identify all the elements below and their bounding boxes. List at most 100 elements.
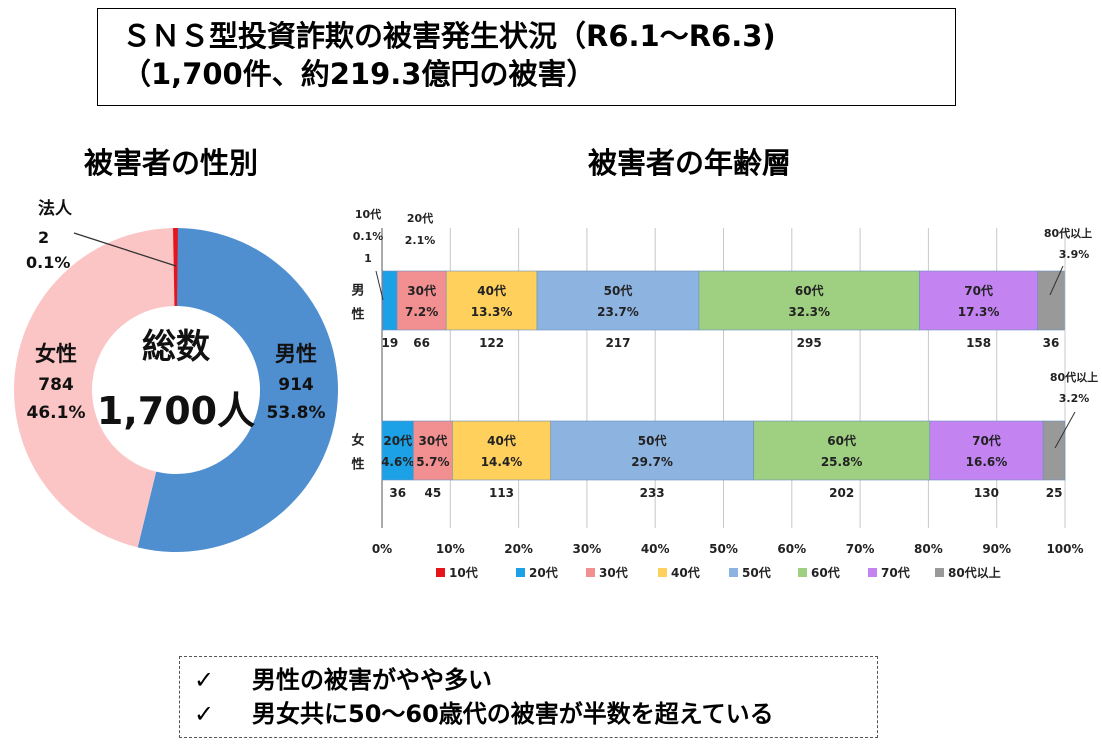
bar-segment: [413, 420, 453, 481]
summary-line-2: ✓ 男女共に50～60歳代の被害が半数を超えている: [194, 697, 877, 731]
segment-percent-label: 7.2%: [405, 305, 438, 319]
check-icon: ✓: [194, 700, 215, 728]
bar-segment: [1037, 270, 1065, 331]
female-name-label: 女性: [35, 342, 77, 366]
callout-20s-name: 20代: [407, 211, 433, 225]
check-icon: ✓: [194, 666, 215, 694]
x-tick-label: 20%: [504, 542, 533, 556]
corporate-percent-label: 0.1%: [26, 253, 70, 272]
segment-percent-label: 16.6%: [966, 455, 1008, 469]
legend-label: 60代: [811, 565, 840, 580]
segment-count-label: 66: [413, 336, 430, 350]
bar-segment: [919, 270, 1038, 331]
legend-swatch: [868, 568, 877, 577]
segment-percent-label: 14.4%: [481, 455, 523, 469]
segment-percent-label: 32.3%: [788, 305, 830, 319]
male-percent-label: 53.8%: [267, 403, 326, 423]
segment-name-label: 60代: [827, 433, 856, 448]
corporate-slice: [173, 227, 178, 307]
segment-count-label: 36: [1043, 336, 1060, 350]
callout-80s-female-name: 80代以上: [1050, 370, 1098, 384]
segment-percent-label: 25.8%: [821, 455, 863, 469]
donut-center-label: 総数: [142, 327, 210, 367]
bar-segment: [698, 270, 920, 331]
legend-label: 80代以上: [948, 565, 1001, 580]
corporate-callout-line: [73, 232, 177, 267]
legend-swatch: [586, 568, 595, 577]
legend-label: 20代: [529, 565, 558, 580]
female-category-label: 性: [351, 457, 364, 473]
callout-80s-female-line: [1054, 411, 1076, 449]
summary-text-1: 男性の被害がやや多い: [252, 666, 492, 694]
segment-count-label: 202: [829, 486, 854, 500]
segment-name-label: 70代: [972, 433, 1001, 448]
segment-name-label: 50代: [638, 433, 667, 448]
summary-line-1: ✓ 男性の被害がやや多い: [194, 663, 877, 697]
legend-label: 50代: [742, 565, 771, 580]
callout-10s-count: 1: [364, 252, 372, 265]
segment-percent-label: 17.3%: [958, 305, 1000, 319]
legend-swatch: [516, 568, 525, 577]
summary-text-2: 男女共に50～60歳代の被害が半数を超えている: [252, 700, 774, 728]
segment-name-label: 40代: [487, 433, 516, 448]
corporate-count-label: 2: [38, 228, 49, 247]
legend-swatch: [658, 568, 667, 577]
legend-swatch: [798, 568, 807, 577]
callout-80s-female-percent: 3.2%: [1059, 392, 1090, 405]
segment-count-label: 158: [966, 336, 991, 350]
callout-10s-percent: 0.1%: [353, 230, 384, 243]
callout-10s-name: 10代: [355, 207, 381, 221]
x-tick-label: 100%: [1046, 542, 1083, 556]
bar-segment: [550, 420, 754, 481]
title-box: ＳＮＳ型投資詐欺の被害発生状況（R6.1～R6.3) （1,700件、約219.…: [97, 8, 956, 106]
bar-segment: [382, 270, 398, 331]
legend-swatch: [729, 568, 738, 577]
segment-count-label: 36: [389, 486, 406, 500]
bar-segment: [753, 420, 931, 481]
bar-segment: [1042, 420, 1066, 481]
segment-count-label: 113: [489, 486, 514, 500]
segment-name-label: 50代: [604, 283, 633, 298]
male-count-label: 914: [278, 375, 314, 395]
female-count-label: 784: [38, 375, 74, 395]
x-tick-label: 40%: [641, 542, 670, 556]
segment-name-label: 30代: [419, 433, 448, 448]
segment-name-label: 70代: [964, 283, 993, 298]
female-category-label: 女: [351, 433, 364, 449]
title-line-1: ＳＮＳ型投資詐欺の被害発生状況（R6.1～R6.3): [122, 19, 776, 53]
legend-swatch: [935, 568, 944, 577]
x-tick-label: 50%: [709, 542, 738, 556]
x-tick-label: 0%: [372, 542, 392, 556]
segment-percent-label: 23.7%: [597, 305, 639, 319]
segment-count-label: 45: [425, 486, 442, 500]
corporate-name-label: 法人: [38, 198, 73, 219]
legend-label: 40代: [671, 565, 700, 580]
donut-center-value: 1,700人: [97, 389, 255, 433]
bar-segment: [536, 270, 700, 331]
legend-label: 10代: [449, 565, 478, 580]
callout-80s-male-line: [1049, 265, 1064, 296]
segment-name-label: 30代: [407, 283, 436, 298]
segment-name-label: 20代: [383, 433, 412, 448]
age-chart-title: 被害者の年齢層: [588, 146, 792, 180]
segment-count-label: 217: [605, 336, 630, 350]
female-percent-label: 46.1%: [27, 403, 86, 423]
segment-percent-label: 29.7%: [631, 455, 673, 469]
title-line-2: （1,700件、約219.3億円の被害）: [122, 57, 596, 91]
legend-swatch: [436, 568, 445, 577]
male-category-label: 男: [351, 284, 364, 299]
x-tick-label: 30%: [573, 542, 602, 556]
male-name-label: 男性: [275, 342, 317, 366]
x-tick-label: 70%: [846, 542, 875, 556]
x-tick-label: 90%: [982, 542, 1011, 556]
segment-percent-label: 13.3%: [471, 305, 513, 319]
segment-percent-label: 4.6%: [381, 455, 414, 469]
male-category-label: 性: [351, 307, 364, 323]
bar-segment: [445, 270, 538, 331]
segment-count-label: 295: [797, 336, 822, 350]
legend-label: 30代: [599, 565, 628, 580]
segment-count-label: 233: [640, 486, 665, 500]
bar-segment: [929, 420, 1044, 481]
bar-segment: [452, 420, 552, 481]
